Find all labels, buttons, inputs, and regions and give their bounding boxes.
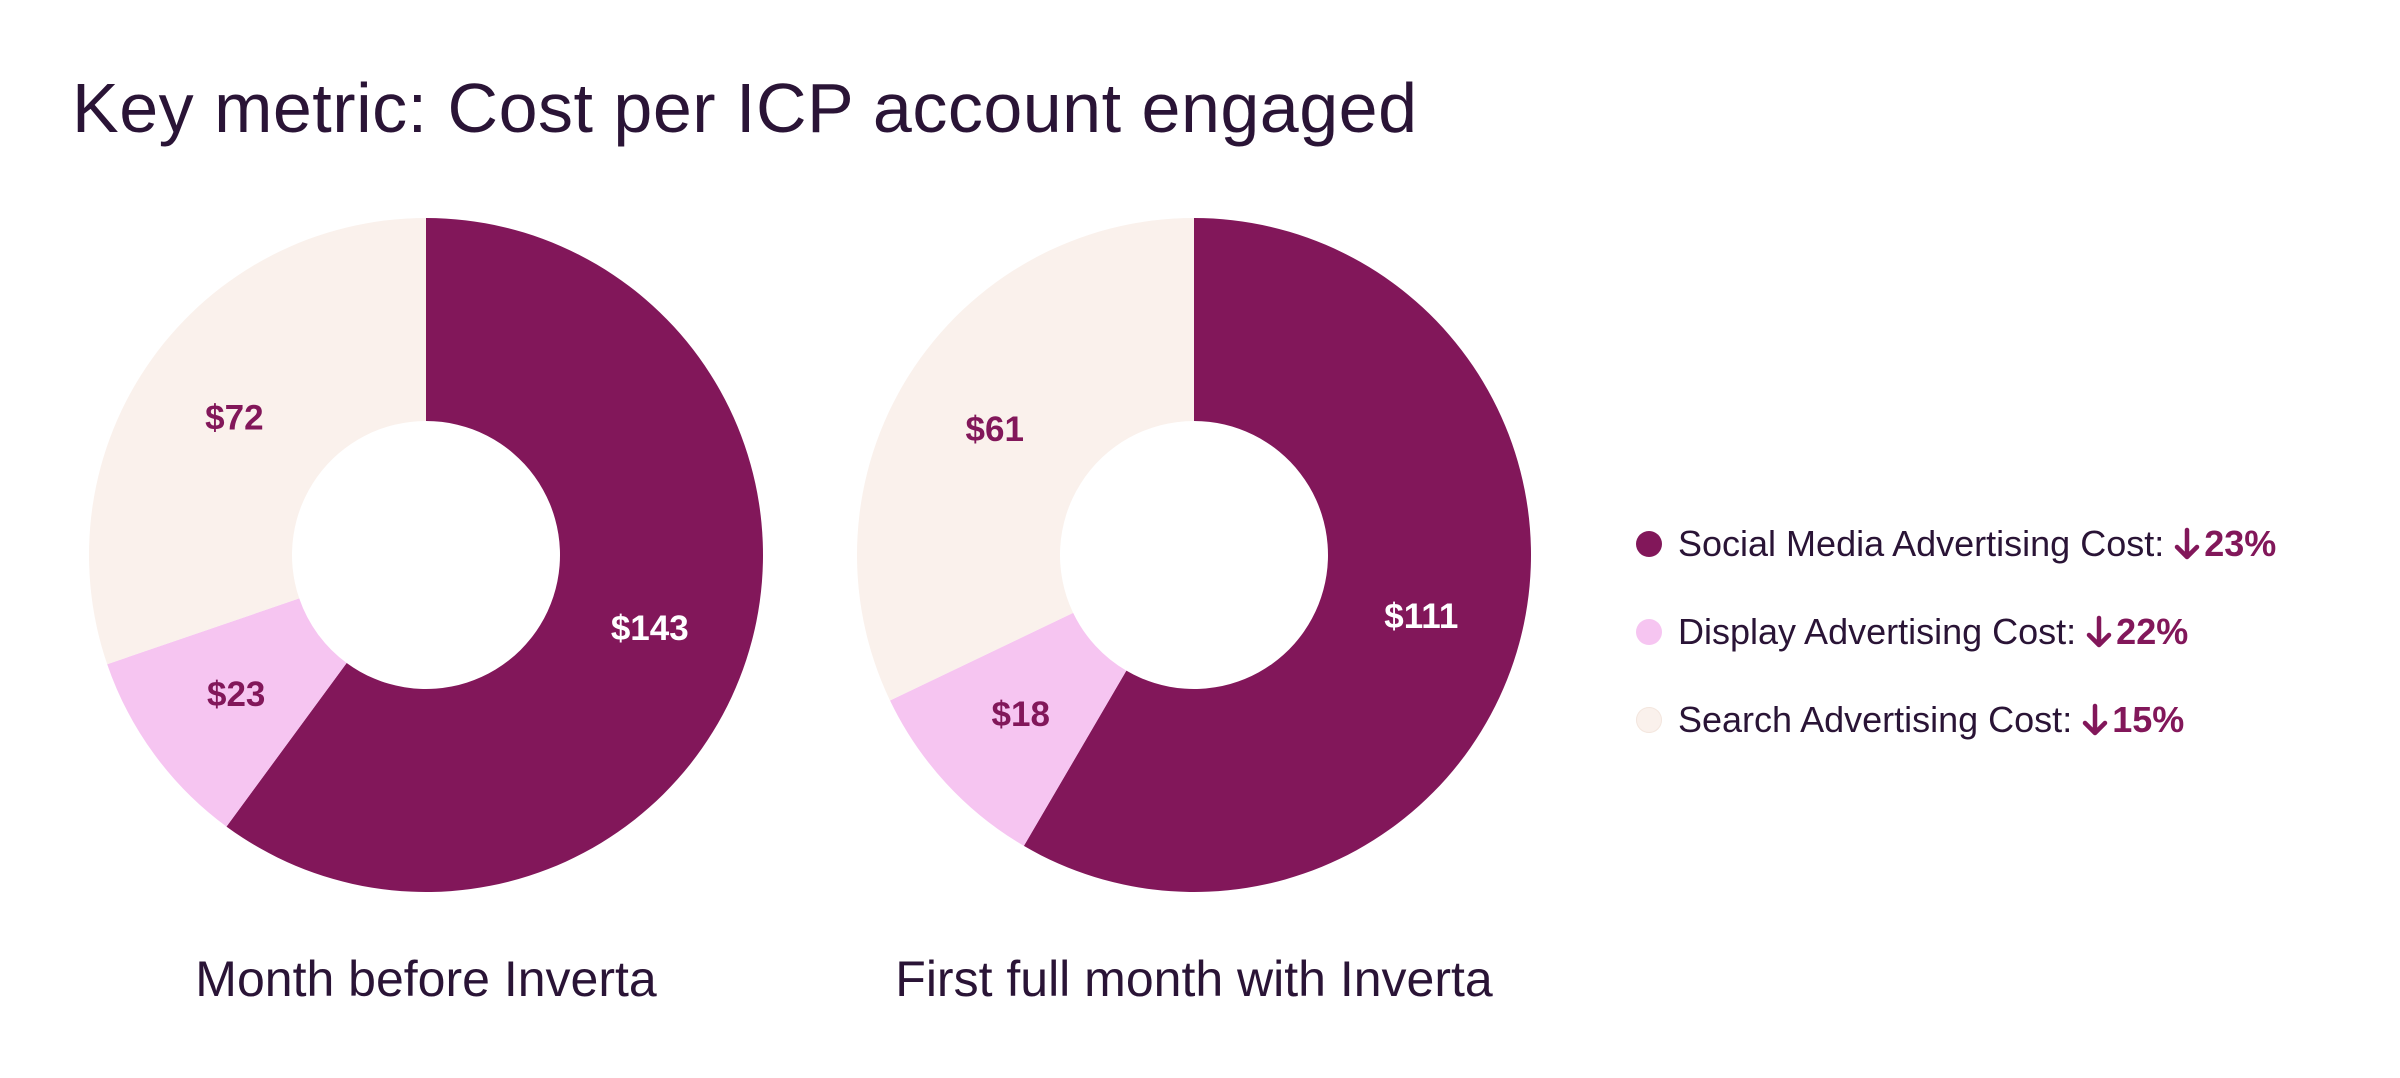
legend-label-search: Search Advertising Cost: bbox=[1678, 699, 2073, 740]
legend-change-value-social: 23% bbox=[2204, 523, 2277, 564]
chart-caption-month-before: Month before Inverta bbox=[195, 951, 657, 1007]
legend-label-display: Display Advertising Cost: bbox=[1678, 611, 2077, 652]
donut-chart-month-before: $143 $23 $72 bbox=[89, 218, 763, 892]
donut-slice-search-advertising-cost bbox=[856, 218, 1195, 701]
arrow-down-icon bbox=[2174, 527, 2200, 560]
legend-item-social: Social Media Advertising Cost: 23% bbox=[1636, 500, 2376, 588]
arrow-down-icon bbox=[2086, 615, 2112, 648]
donut-slice-display-advertising-cost bbox=[890, 612, 1127, 846]
legend-swatch-search bbox=[1636, 707, 1662, 733]
data-label-search-advertising-cost: $72 bbox=[205, 399, 263, 438]
legend-label-social: Social Media Advertising Cost: bbox=[1678, 523, 2165, 564]
donut-slice-social-media-advertising-cost bbox=[1023, 218, 1532, 892]
data-label-social-media-advertising-cost: $111 bbox=[1384, 597, 1458, 636]
arrow-down-icon bbox=[2082, 703, 2108, 736]
donut-slice-search-advertising-cost bbox=[89, 218, 426, 665]
legend-item-display: Display Advertising Cost: 22% bbox=[1636, 588, 2376, 676]
data-label-social-media-advertising-cost: $143 bbox=[611, 609, 689, 648]
legend-swatch-social bbox=[1636, 531, 1662, 557]
donut-slice-social-media-advertising-cost bbox=[226, 218, 763, 892]
legend-change-value-display: 22% bbox=[2116, 611, 2189, 652]
legend-change-display: 22% bbox=[2086, 611, 2188, 653]
donut-chart-first-full-month: $111 $18 $61 bbox=[856, 218, 1532, 892]
data-label-display-advertising-cost: $23 bbox=[207, 675, 265, 714]
legend-item-search: Search Advertising Cost: 15% bbox=[1636, 676, 2376, 764]
donut-slice-display-advertising-cost bbox=[107, 598, 347, 827]
legend-change-social: 23% bbox=[2174, 523, 2276, 565]
page-title: Key metric: Cost per ICP account engaged bbox=[72, 69, 1418, 147]
chart-caption-first-full-month: First full month with Inverta bbox=[895, 951, 1493, 1007]
legend-change-value-search: 15% bbox=[2112, 699, 2185, 740]
data-label-display-advertising-cost: $18 bbox=[992, 695, 1050, 734]
legend-change-search: 15% bbox=[2082, 699, 2184, 741]
legend: Social Media Advertising Cost: 23% Displ… bbox=[1636, 500, 2376, 764]
legend-swatch-display bbox=[1636, 619, 1662, 645]
data-label-search-advertising-cost: $61 bbox=[966, 410, 1024, 449]
